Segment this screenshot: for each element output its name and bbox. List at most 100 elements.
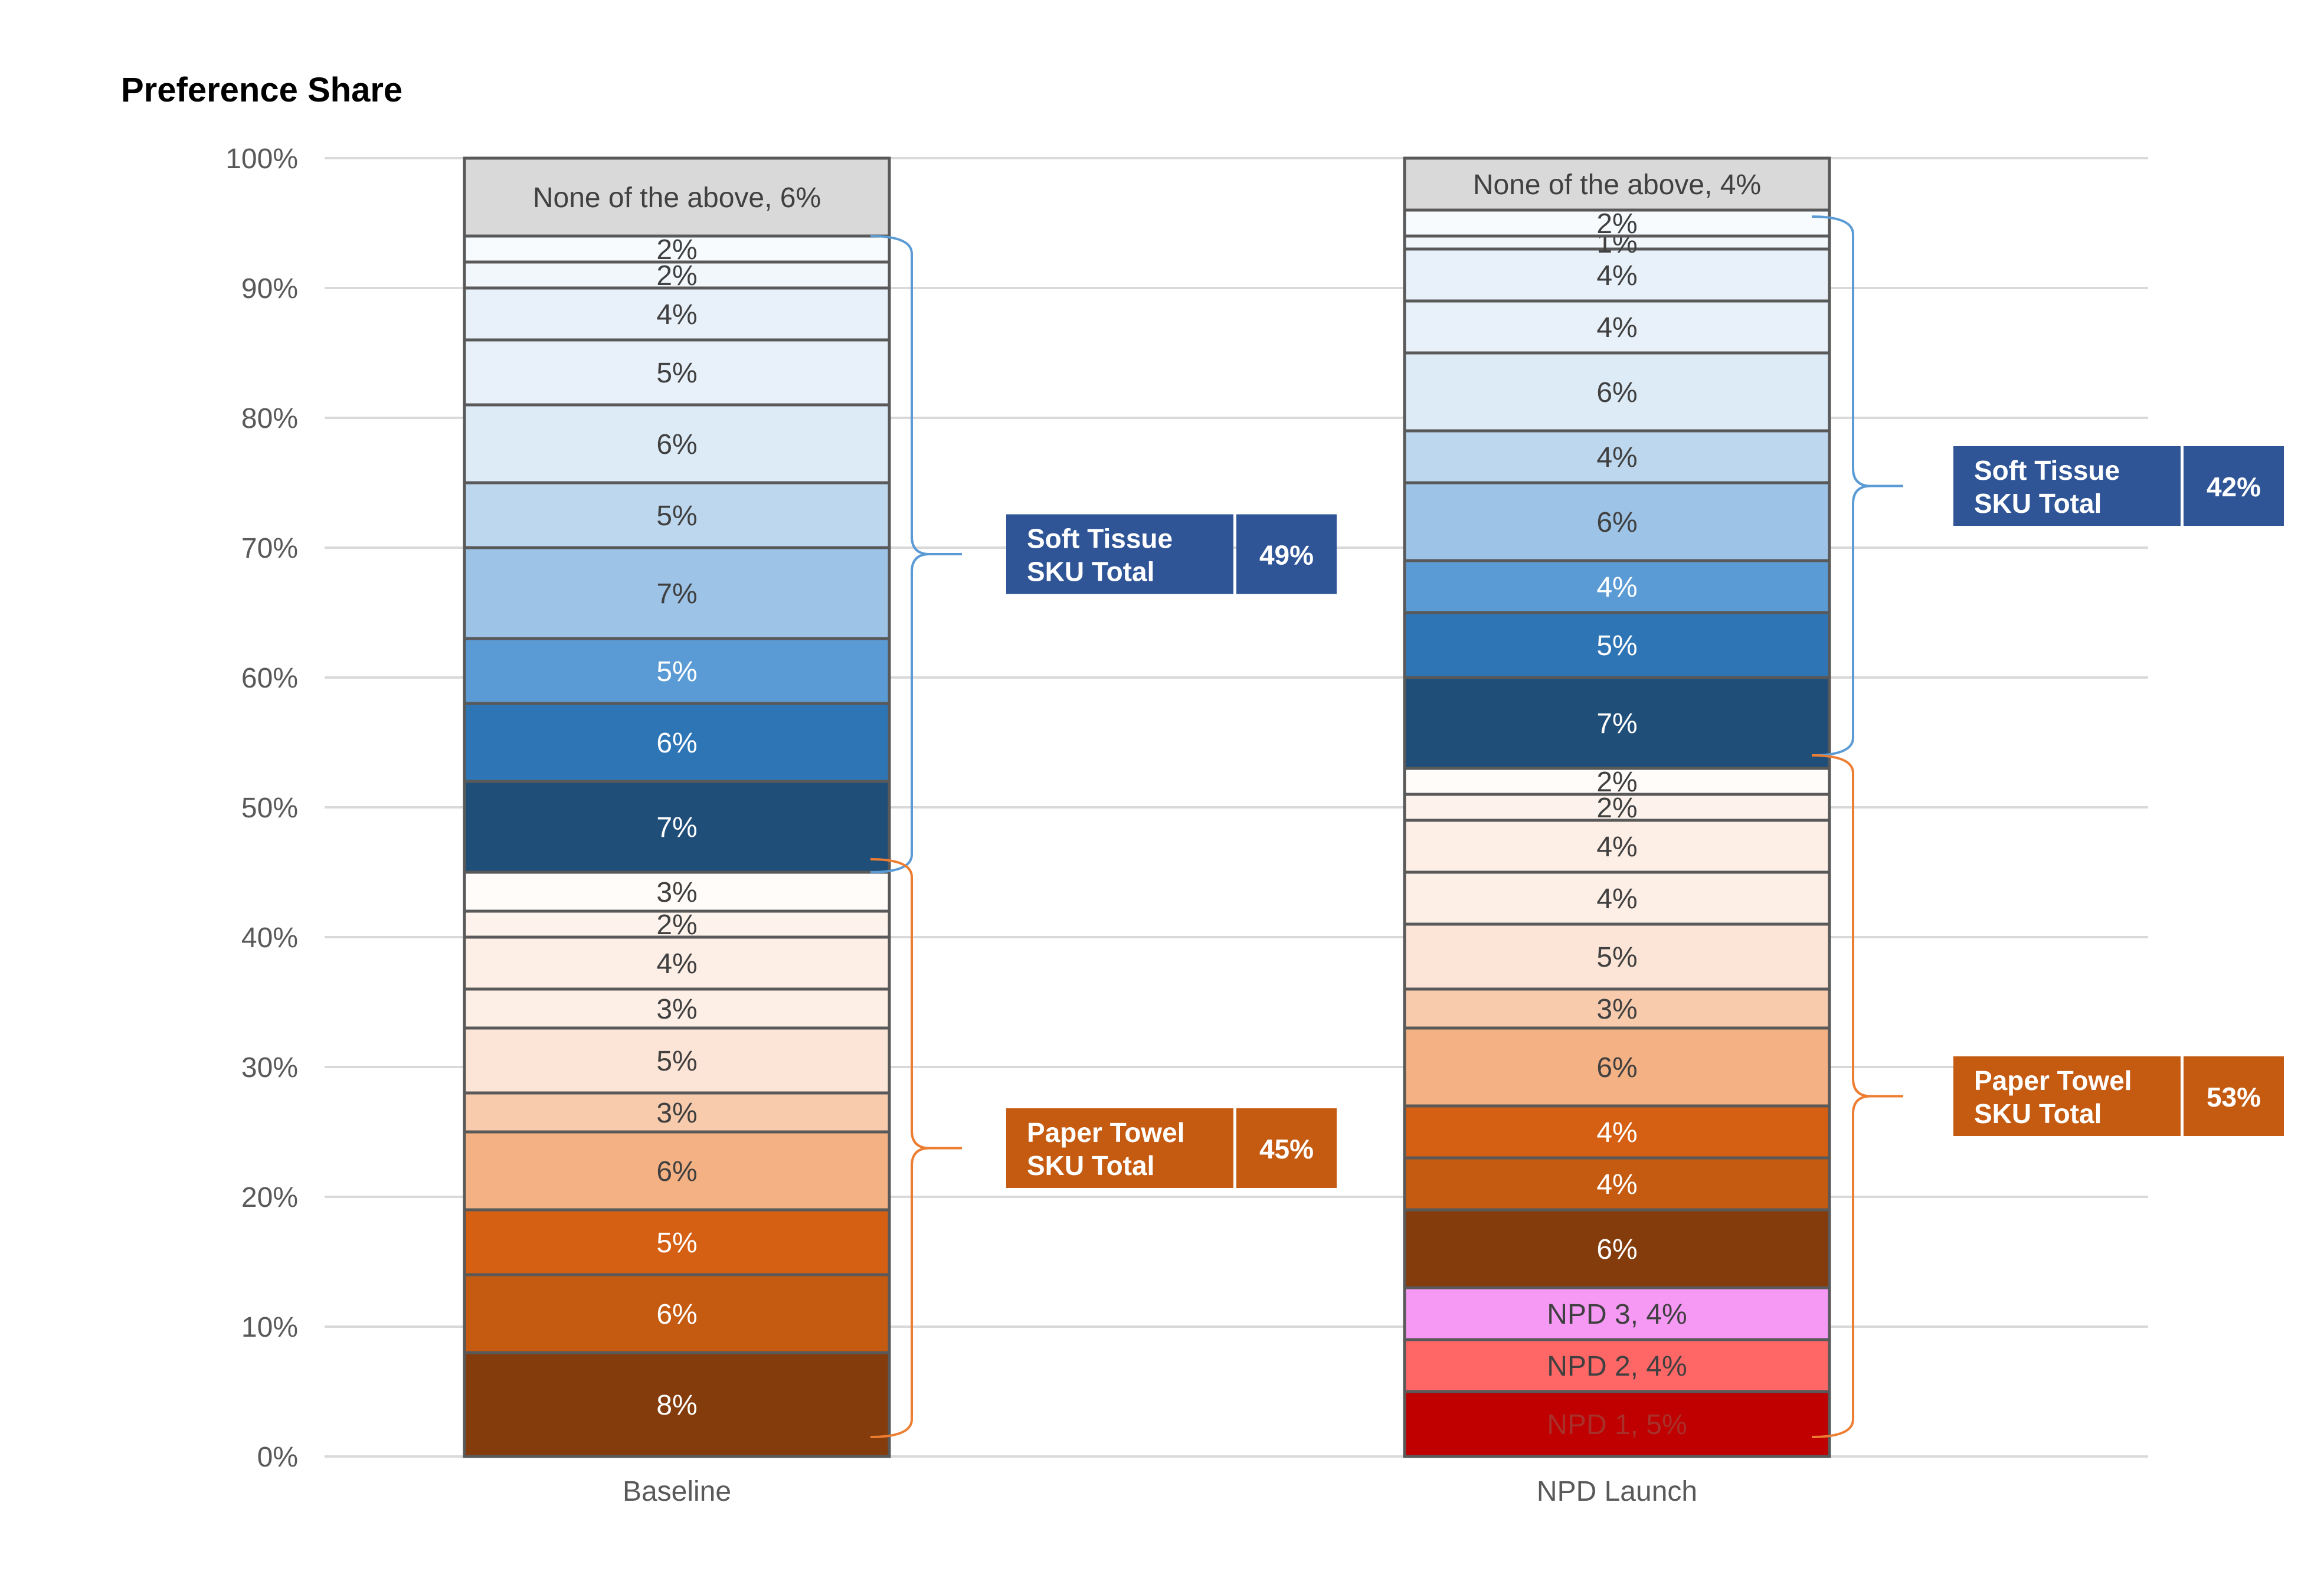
segment-label: 7% bbox=[656, 578, 697, 610]
brace bbox=[1811, 215, 1903, 757]
bar-segment bbox=[463, 156, 891, 238]
bar-segment bbox=[1403, 922, 1831, 991]
segment-label: 3% bbox=[1596, 994, 1637, 1025]
bar-segment bbox=[1403, 481, 1831, 562]
segment-label: 3% bbox=[656, 877, 697, 908]
segment-label: None of the above, 6% bbox=[533, 182, 821, 214]
segment-label: 4% bbox=[1596, 1117, 1637, 1148]
annotation-value-box bbox=[1236, 514, 1337, 594]
segment-label: NPD 1, 5% bbox=[1547, 1409, 1687, 1441]
bar-segment bbox=[463, 286, 891, 342]
y-tick-label: 0% bbox=[257, 1442, 298, 1473]
segment-label: 4% bbox=[1596, 832, 1637, 863]
segment-label: 6% bbox=[1596, 377, 1637, 408]
segment-label: 6% bbox=[656, 1156, 697, 1187]
segment-label: 5% bbox=[656, 656, 697, 688]
bar-segment bbox=[463, 1130, 891, 1212]
y-tick-label: 90% bbox=[241, 273, 298, 305]
bar-segment bbox=[1403, 1156, 1831, 1212]
segment-label: 4% bbox=[1596, 312, 1637, 343]
segment-label: 4% bbox=[1596, 1169, 1637, 1200]
annotation-label-box bbox=[1006, 514, 1233, 594]
y-tick-label: 10% bbox=[241, 1312, 298, 1343]
bar-segment bbox=[463, 1208, 891, 1276]
annotation-label-box bbox=[1953, 446, 2181, 526]
category-label: Baseline bbox=[623, 1476, 731, 1507]
annotation-value-box bbox=[2184, 1056, 2284, 1136]
y-tick-label: 50% bbox=[241, 793, 298, 824]
bar-segment bbox=[463, 780, 891, 874]
bar-stack: 8%6%5%6%3%5%3%4%2%3%7%6%5%7%5%6%5%4%2%2%… bbox=[463, 156, 891, 1458]
y-tick-label: 100% bbox=[225, 143, 298, 175]
annotation-label: Soft Tissue bbox=[1974, 455, 2120, 486]
bar-segment bbox=[1403, 208, 1831, 238]
segment-label: 5% bbox=[656, 500, 697, 532]
bar-segment bbox=[1403, 870, 1831, 926]
bar-segment bbox=[463, 260, 891, 290]
segment-label: NPD 3, 4% bbox=[1547, 1299, 1687, 1330]
bar-segment bbox=[463, 338, 891, 407]
segment-label: 2% bbox=[656, 260, 697, 292]
bar-segment bbox=[1403, 351, 1831, 433]
segment-label: 2% bbox=[656, 909, 697, 941]
bar-segment bbox=[463, 1351, 891, 1458]
bar-segment bbox=[463, 935, 891, 991]
annotation-value: 42% bbox=[2207, 472, 2261, 502]
bar-segment bbox=[1403, 1390, 1831, 1458]
segment-label: 3% bbox=[656, 1098, 697, 1129]
segment-label: 2% bbox=[656, 234, 697, 266]
bar-segment bbox=[1403, 611, 1831, 679]
annotation-label: SKU Total bbox=[1974, 1098, 2102, 1129]
brace bbox=[870, 235, 962, 873]
bar-segment bbox=[463, 1273, 891, 1354]
segment-label: 8% bbox=[656, 1390, 697, 1421]
bar-segment bbox=[463, 481, 891, 549]
segment-label: 6% bbox=[656, 728, 697, 759]
y-tick-label: 80% bbox=[241, 403, 298, 434]
annotation-value: 45% bbox=[1259, 1134, 1314, 1164]
bar-segment bbox=[463, 870, 891, 913]
segment-label: 2% bbox=[1596, 208, 1637, 240]
brace bbox=[1811, 754, 1903, 1438]
segment-label: 4% bbox=[1596, 572, 1637, 603]
bar-segment bbox=[1403, 429, 1831, 485]
annotation-value: 49% bbox=[1259, 540, 1314, 571]
annotation-label: SKU Total bbox=[1974, 488, 2102, 519]
segment-label: 4% bbox=[1596, 883, 1637, 915]
bar-segment bbox=[1403, 1026, 1831, 1108]
segment-label: None of the above, 4% bbox=[1473, 169, 1761, 201]
segment-label: 5% bbox=[656, 358, 697, 389]
bar-segment bbox=[1403, 559, 1831, 614]
segment-label: 4% bbox=[656, 948, 697, 980]
bar-segment bbox=[463, 403, 891, 485]
segment-label: 7% bbox=[656, 812, 697, 843]
bar-segment bbox=[463, 546, 891, 640]
bar-segment bbox=[463, 234, 891, 264]
segment-label: 5% bbox=[656, 1228, 697, 1259]
bar-segment bbox=[463, 987, 891, 1030]
annotation-value: 53% bbox=[2207, 1082, 2261, 1112]
segment-label: 4% bbox=[656, 299, 697, 330]
x-axis: Baseline NPD Launch bbox=[623, 1476, 1697, 1507]
annotation-label: Paper Towel bbox=[1027, 1117, 1185, 1148]
bar-segment bbox=[1403, 247, 1831, 303]
y-tick-label: 20% bbox=[241, 1182, 298, 1213]
segment-label: 6% bbox=[1596, 1052, 1637, 1084]
segment-label: 5% bbox=[1596, 630, 1637, 662]
bar-segment bbox=[463, 1026, 891, 1095]
segment-label: 7% bbox=[1596, 708, 1637, 739]
y-tick-label: 40% bbox=[241, 922, 298, 954]
segment-label: 6% bbox=[656, 429, 697, 460]
bars: 8%6%5%6%3%5%3%4%2%3%7%6%5%7%5%6%5%4%2%2%… bbox=[463, 156, 1831, 1458]
annotation-value-box bbox=[2184, 446, 2284, 526]
bar-segment bbox=[1403, 987, 1831, 1030]
annotation-label: Paper Towel bbox=[1974, 1065, 2132, 1096]
annotation-value-box bbox=[1236, 1108, 1337, 1188]
